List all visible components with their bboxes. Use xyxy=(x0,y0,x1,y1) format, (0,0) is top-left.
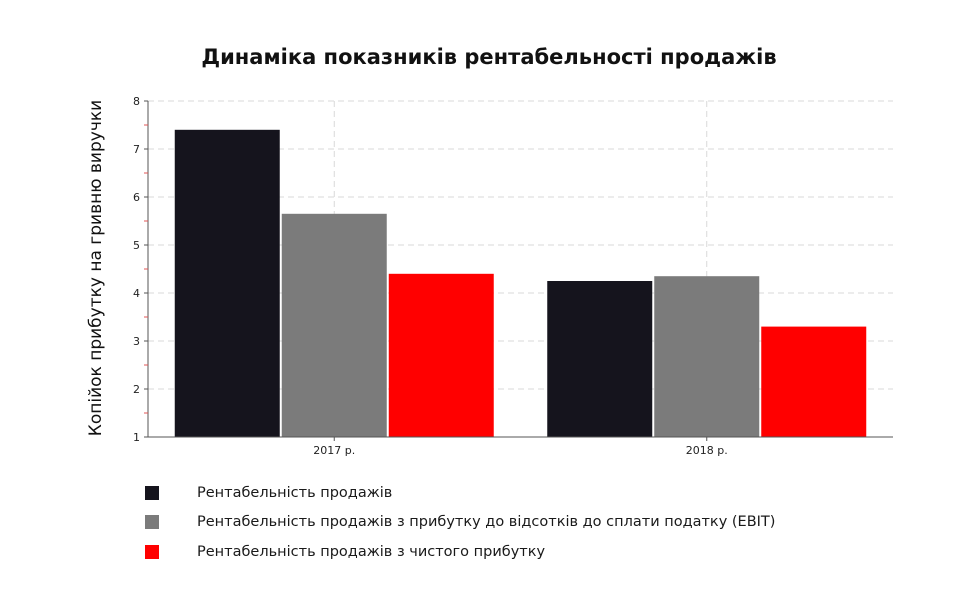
chart-title: Динаміка показників рентабельності прода… xyxy=(201,45,776,69)
legend-label: Рентабельність продажів xyxy=(197,484,393,501)
legend-swatch xyxy=(145,544,159,559)
y-tick-label: 6 xyxy=(133,191,140,204)
y-tick-label: 7 xyxy=(133,143,140,156)
bars xyxy=(174,129,867,438)
legend-swatch xyxy=(145,515,159,530)
y-tick-label: 3 xyxy=(133,335,140,348)
x-ticks: 2017 р. 2018 р. xyxy=(313,437,728,457)
bar-2-3 xyxy=(761,326,867,437)
y-axis-label: Копійок прибутку на гривню виручки xyxy=(86,100,106,436)
y-tick-label: 8 xyxy=(133,95,140,108)
legend-item: Рентабельність продажів з чистого прибут… xyxy=(145,537,775,567)
legend-swatch xyxy=(145,485,159,500)
legend-label: Рентабельність продажів з чистого прибут… xyxy=(197,543,546,560)
bar-1-2 xyxy=(281,213,387,437)
legend-item: Рентабельність продажів xyxy=(145,478,775,508)
bar-2-2 xyxy=(654,276,760,437)
y-tick-label: 5 xyxy=(133,239,140,252)
y-ticks: 1 2 3 4 5 6 7 8 xyxy=(133,95,148,444)
legend: Рентабельність продажів Рентабельність пр… xyxy=(145,478,775,567)
x-tick-label: 2018 р. xyxy=(686,444,728,457)
legend-label: Рентабельність продажів з прибутку до ві… xyxy=(197,514,776,531)
y-tick-label: 4 xyxy=(133,287,140,300)
y-tick-label: 1 xyxy=(133,431,140,444)
legend-item: Рентабельність продажів з прибутку до ві… xyxy=(145,508,775,538)
y-tick-label: 2 xyxy=(133,383,140,396)
bar-2-1 xyxy=(547,281,653,437)
bar-1-1 xyxy=(174,129,280,438)
x-tick-label: 2017 р. xyxy=(313,444,355,457)
bar-1-3 xyxy=(388,273,494,437)
